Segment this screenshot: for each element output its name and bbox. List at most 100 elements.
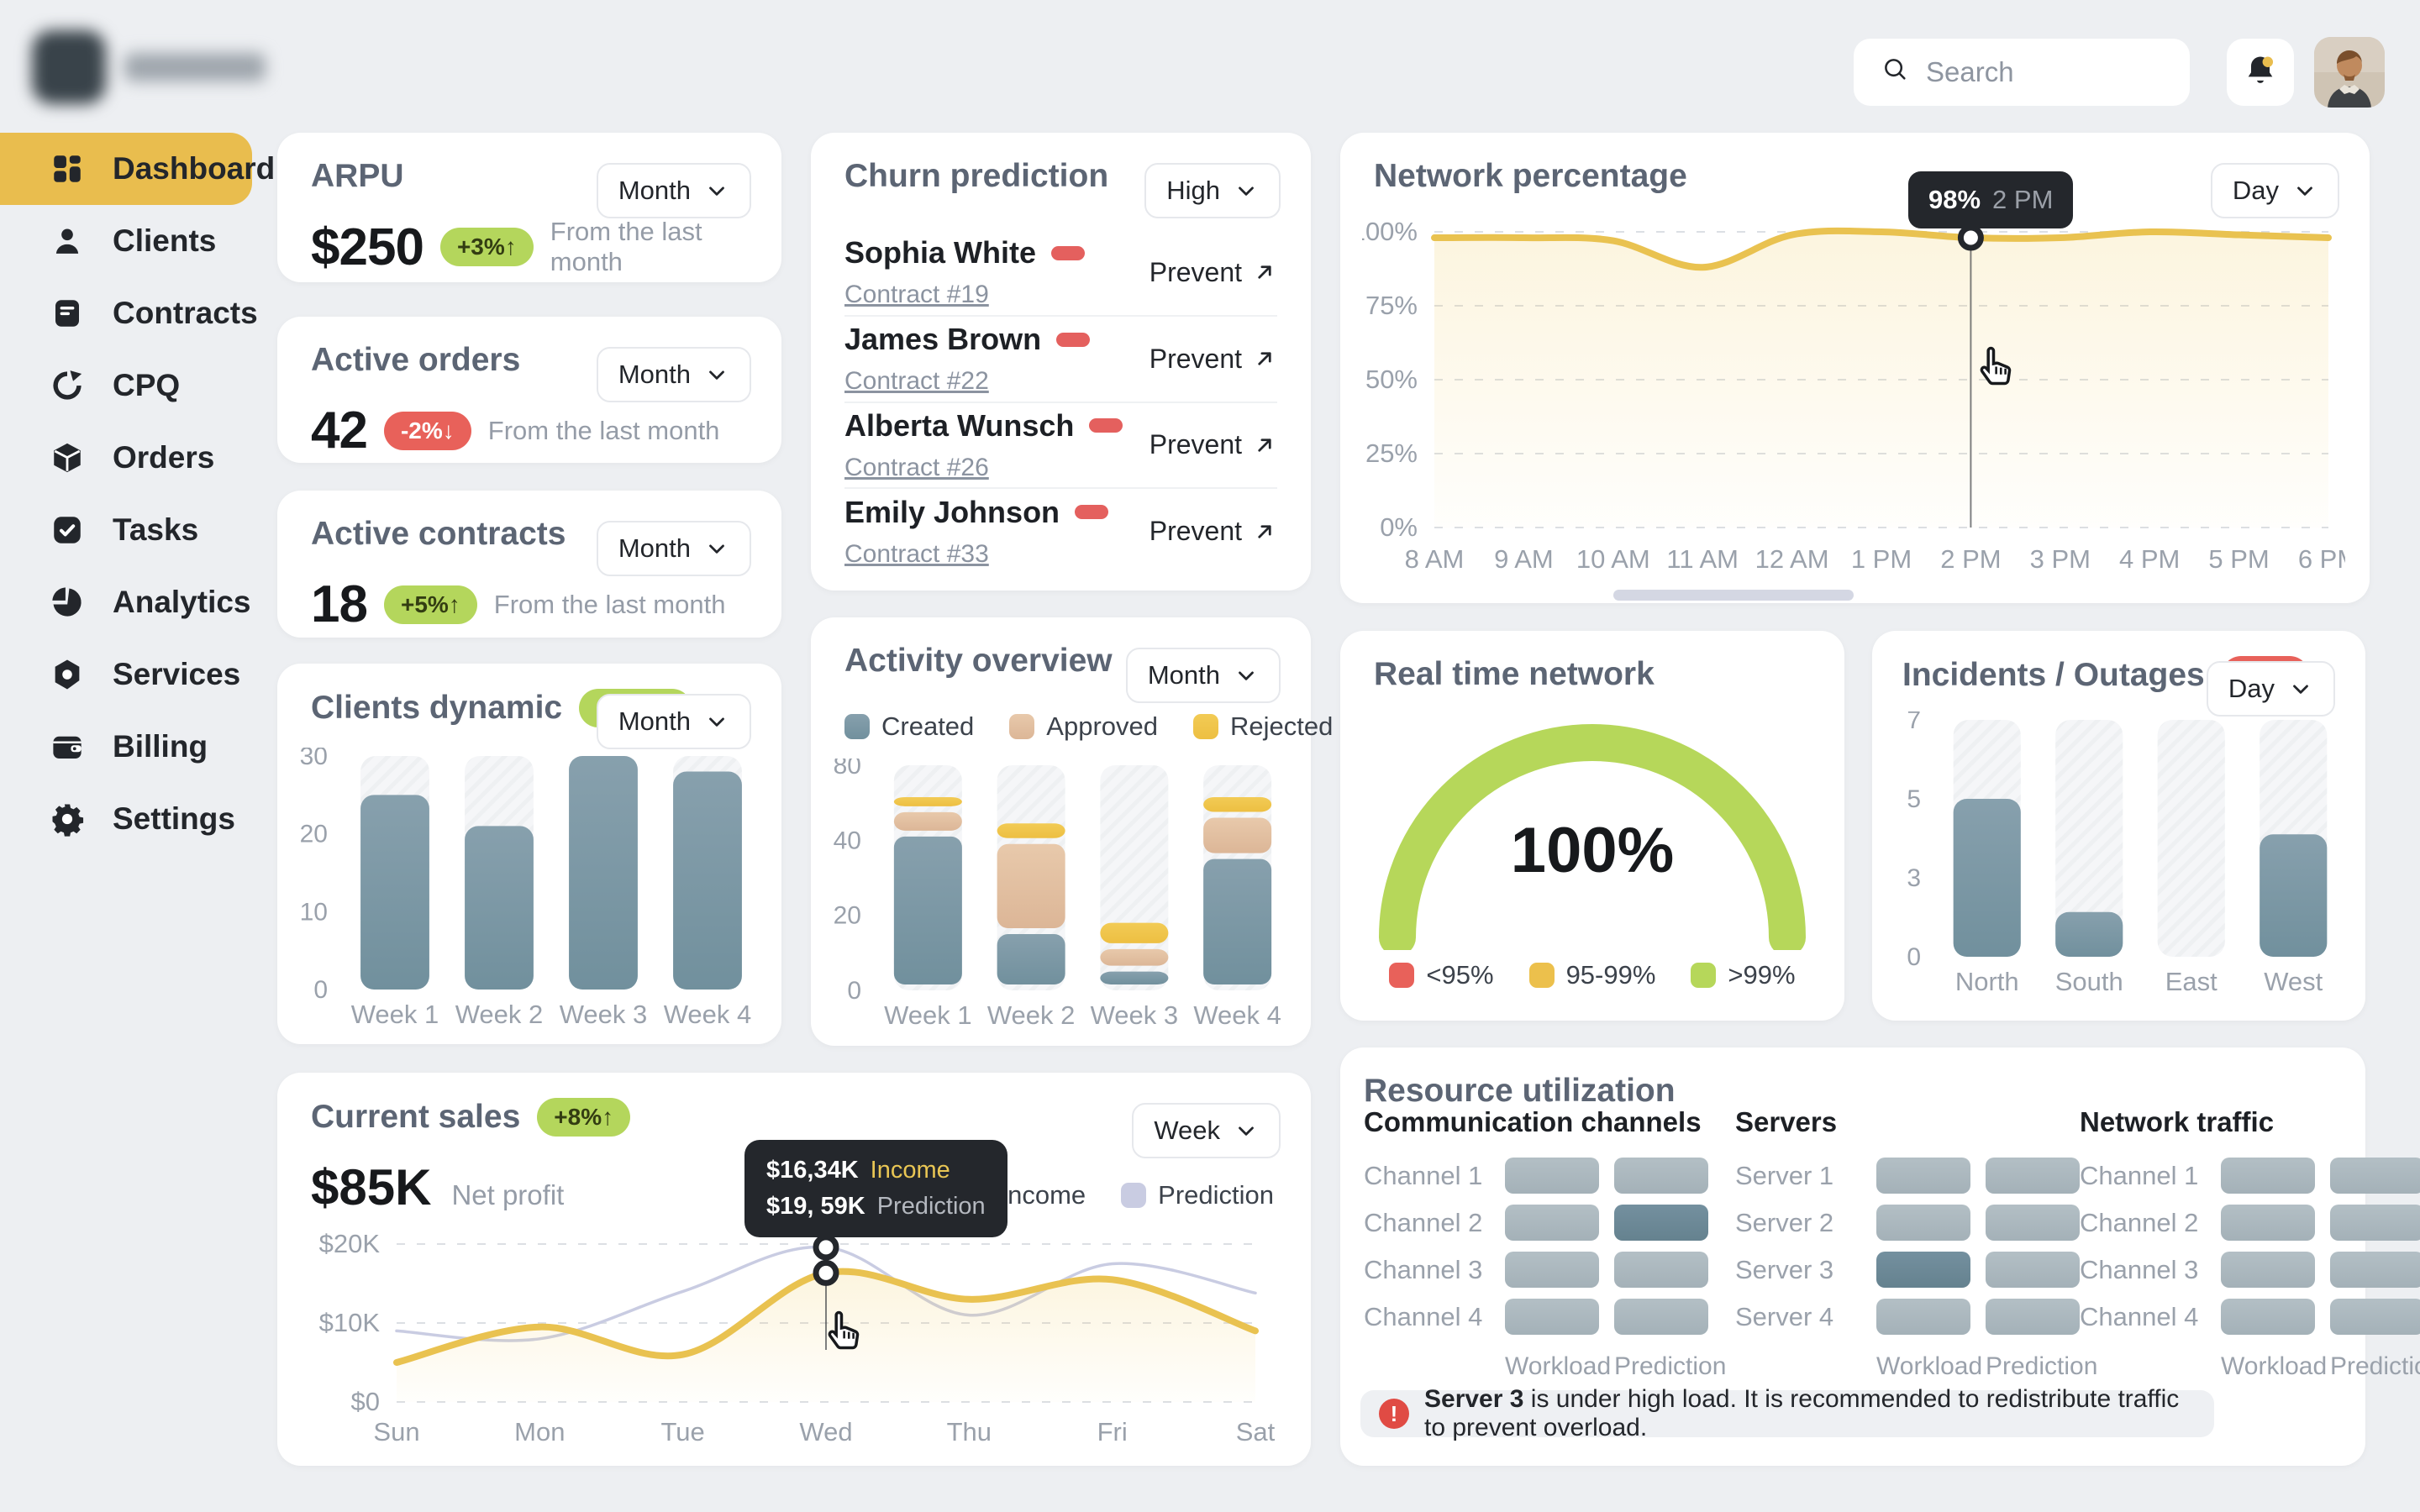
churn-risk-dropdown[interactable]: High [1144,163,1281,218]
svg-text:Week 2: Week 2 [987,1000,1076,1030]
sidebar-item-dashboard[interactable]: Dashboard [0,133,275,205]
prevent-label: Prevent [1149,429,1242,460]
cursor-pointer [819,1307,866,1358]
activity-overview-title: Activity overview [844,643,1113,679]
segment-created [893,836,962,984]
sidebar-item-tasks[interactable]: Tasks [0,494,252,566]
sidebar-item-settings[interactable]: Settings [0,783,252,855]
bar-west [2260,834,2328,957]
sidebar-item-orders[interactable]: Orders [0,422,252,494]
document-icon [49,295,86,332]
contract-link[interactable]: Contract #33 [844,539,989,568]
high-risk-icon [1056,332,1091,347]
active-orders-period-dropdown[interactable]: Month [596,347,751,402]
active-contracts-card: Active contracts Month 18 +5%↑ From the … [277,491,781,638]
arrow-up-right-icon [1258,438,1271,452]
segment-approved [893,811,962,831]
svg-text:Sat: Sat [1236,1417,1276,1446]
utilization-cell [2221,1205,2315,1241]
current-sales-period-dropdown[interactable]: Week [1132,1103,1281,1158]
sidebar-item-services[interactable]: Services [0,638,252,711]
prevent-button[interactable]: Prevent [1150,429,1277,460]
utilization-cell [1986,1299,2080,1335]
svg-text:0%: 0% [1380,512,1418,542]
chevron-down-icon [1239,1126,1254,1136]
svg-text:11 AM: 11 AM [1666,544,1739,574]
incidents-period-dropdown[interactable]: Day [2206,661,2335,717]
notifications-button[interactable] [2227,39,2294,106]
network-gauge [1357,698,1828,956]
sidebar-item-cpq[interactable]: CPQ [0,349,252,422]
svg-text:4 PM: 4 PM [2119,544,2180,574]
svg-text:Sun: Sun [373,1417,419,1446]
net-profit: $85K Net profit [311,1158,564,1216]
sidebar-item-clients[interactable]: Clients [0,205,252,277]
resource-row-label: Server 4 [1735,1301,1834,1331]
segment-created [1100,971,1169,984]
task-icon [49,512,86,549]
legend-swatch [1528,963,1555,988]
active-orders-note: From the last month [487,415,720,445]
contract-link[interactable]: Contract #19 [844,281,989,309]
svg-text:$0: $0 [351,1387,380,1416]
incidents-outages-chart: 0 3 5 7 North South East West [1887,706,2349,1000]
active-contracts-title: Active contracts [311,516,566,552]
network-period-dropdown[interactable]: Day [2210,163,2339,218]
legend-swatch [1193,714,1219,739]
svg-text:10: 10 [300,898,328,926]
bar-south [2055,911,2123,957]
sidebar-item-billing[interactable]: Billing [0,711,252,783]
legend-swatch [844,714,870,739]
chevron-down-icon [2297,186,2312,196]
search-input[interactable]: Search [1854,39,2190,106]
arpu-note: From the last month [550,217,702,276]
real-time-network-title: Real time network [1374,656,1655,692]
bar-week-3 [569,756,638,990]
legend-swatch [1691,963,1717,988]
arpu-period-dropdown[interactable]: Month [596,163,751,218]
legend-label: Rejected [1230,711,1334,741]
cursor-pointer [1971,343,2018,394]
legend-label: Income [1000,1180,1086,1210]
network-line [1431,227,2332,271]
utilization-cell [2221,1252,2315,1288]
active-orders-trend-badge: -2%↓ [383,411,471,450]
client-name: Emily Johnson [844,494,1060,529]
tooltip-prediction-label: Prediction [876,1193,986,1220]
prevent-button[interactable]: Prevent [1150,257,1277,288]
svg-text:80: 80 [834,759,861,780]
contract-link[interactable]: Contract #22 [844,367,989,396]
net-profit-label: Net profit [451,1179,565,1210]
churn-risk-value: High [1166,176,1220,205]
svg-text:3 PM: 3 PM [2030,544,2091,574]
prevent-button[interactable]: Prevent [1150,516,1277,547]
contract-link[interactable]: Contract #26 [844,453,989,481]
segment-created [997,934,1065,984]
high-risk-icon [1075,505,1109,520]
legend-label: Prediction [1158,1180,1274,1210]
svg-text:8 AM: 8 AM [1405,544,1465,574]
sidebar-item-label: CPQ [113,368,181,402]
churn-client: Sophia White Contract #19 [844,235,1085,309]
legend-swatch [1121,1183,1147,1208]
bar-track [2055,720,2123,957]
avatar[interactable] [2314,37,2385,108]
svg-text:0: 0 [1907,943,1921,971]
churn-list: Sophia White Contract #19 Prevent James … [844,230,1277,574]
svg-text:East: East [2165,967,2217,996]
prevent-button[interactable]: Prevent [1150,344,1277,375]
chart-scrollbar[interactable] [1613,590,1854,601]
active-contracts-period-dropdown[interactable]: Month [596,521,751,576]
sidebar-item-analytics[interactable]: Analytics [0,566,252,638]
svg-text:100%: 100% [1362,217,1418,246]
sidebar-item-contracts[interactable]: Contracts [0,277,258,349]
app-logo-text [124,53,266,81]
svg-text:50%: 50% [1365,365,1418,394]
legend-label: <95% [1426,960,1494,990]
clients-dynamic-period-dropdown[interactable]: Month [596,694,751,749]
tooltip-prediction-value: $19, 59K [766,1193,865,1220]
segment-approved [1100,948,1169,966]
activity-period-dropdown[interactable]: Month [1125,648,1281,703]
svg-text:30: 30 [300,748,328,770]
network-gauge-value: 100% [1510,815,1675,886]
